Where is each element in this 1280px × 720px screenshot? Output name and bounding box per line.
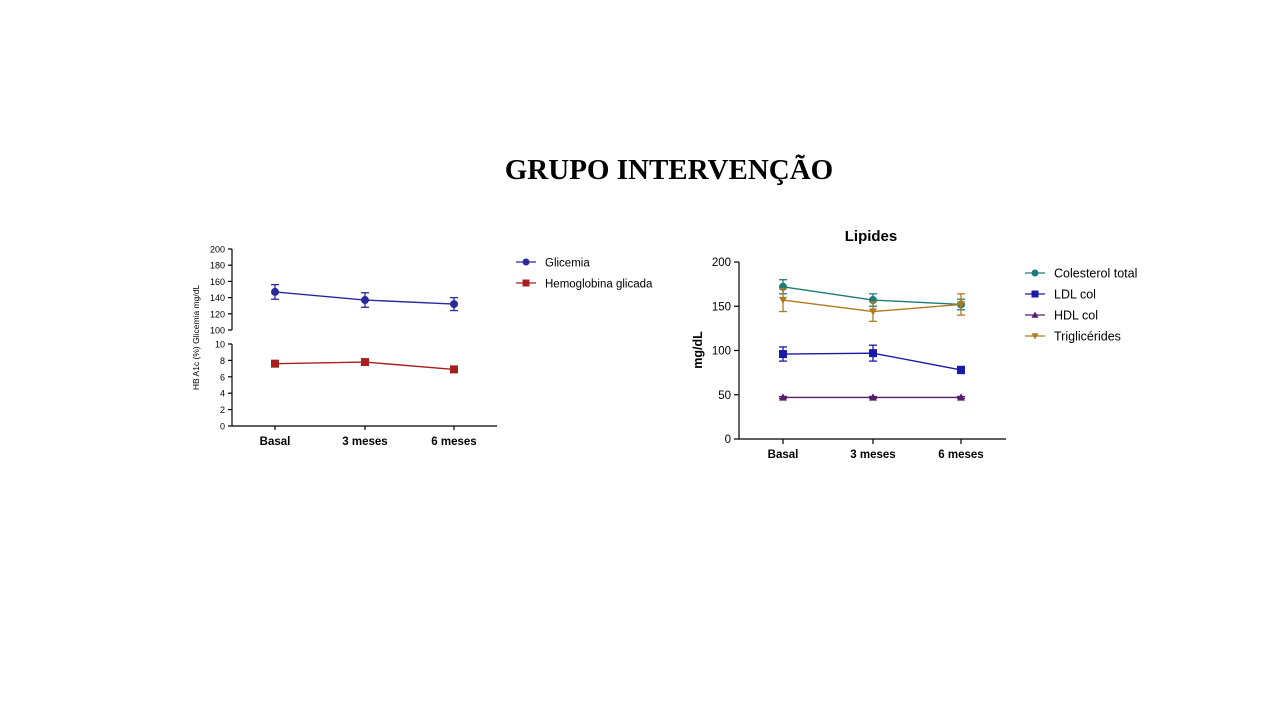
- legend-label-hemoglobina-glicada: Hemoglobina glicada: [545, 279, 653, 291]
- y-tick-label: 100: [712, 346, 731, 358]
- data-point-hdl-col: [957, 393, 965, 401]
- series-hdl-col: [779, 393, 965, 401]
- x-tick-label: 3 meses: [342, 436, 387, 448]
- data-point-hdl-col: [869, 393, 877, 401]
- data-point-triglicerides: [957, 301, 965, 309]
- data-point-hemoglobina-glicada: [271, 359, 279, 368]
- y-tick-label: 8: [220, 356, 225, 366]
- legend-marker-hdl-col: [1031, 311, 1039, 318]
- y-tick-label: 4: [220, 389, 225, 399]
- y-tick-label: 10: [215, 340, 225, 350]
- y-axis-label: HB A1c (%) Glicemia mg/dL: [191, 285, 201, 391]
- data-point-hemoglobina-glicada: [450, 365, 458, 374]
- series-colesterol-total: [779, 279, 965, 311]
- series-ldl-col: [779, 344, 965, 375]
- data-point-hemoglobina-glicada: [361, 358, 369, 367]
- data-point-ldl-col: [779, 350, 787, 359]
- y-tick-label: 140: [210, 293, 225, 303]
- y-tick-label: 6: [220, 372, 225, 382]
- data-point-hdl-col: [779, 393, 787, 401]
- y-tick-label: 0: [725, 434, 731, 446]
- x-tick-label: 6 meses: [431, 436, 476, 448]
- legend-label-triglicerides: Triglicérides: [1054, 330, 1121, 344]
- y-tick-label: 180: [210, 261, 225, 271]
- legend-marker-triglicerides: [1031, 333, 1039, 340]
- legend-marker-glicemia: [522, 258, 530, 266]
- legend-marker-colesterol-total: [1031, 269, 1039, 277]
- y-tick-label: 120: [210, 309, 225, 319]
- y-tick-label: 2: [220, 405, 225, 415]
- y-axis-label: mg/dL: [691, 331, 705, 369]
- y-tick-label: 160: [210, 277, 225, 287]
- series-triglicerides: [779, 287, 965, 322]
- x-tick-label: 3 meses: [850, 449, 895, 461]
- y-tick-label: 200: [712, 257, 731, 269]
- x-tick-label: Basal: [260, 436, 291, 448]
- legend-label-colesterol-total: Colesterol total: [1054, 267, 1137, 281]
- data-point-triglicerides: [779, 296, 787, 305]
- y-tick-label: 200: [210, 245, 225, 255]
- legend-label-hdl-col: HDL col: [1054, 309, 1098, 323]
- glicemia-hba1c-chart: 100 120 140 160 180 200 0 2 4 6 8 10 Basal 3 meses 6 m…: [191, 245, 653, 449]
- data-point-triglicerides: [869, 308, 877, 316]
- data-point-glicemia: [271, 287, 279, 296]
- legend-label-glicemia: Glicemia: [545, 258, 590, 270]
- legend-marker-ldl-col: [1031, 290, 1039, 298]
- y-tick-label: 0: [220, 422, 225, 432]
- legend-label-ldl-col: LDL col: [1054, 288, 1096, 302]
- series-hemoglobina-glicada: [271, 358, 458, 374]
- series-glicemia: [271, 283, 458, 312]
- y-tick-label: 100: [210, 326, 225, 336]
- legend-marker-hemoglobina-glicada: [522, 279, 530, 287]
- chart-title: Lipides: [845, 228, 898, 245]
- y-tick-label: 50: [718, 390, 731, 402]
- data-point-ldl-col: [957, 365, 965, 374]
- slide-title: GRUPO INTERVENÇÃO: [504, 154, 834, 186]
- data-point-glicemia: [361, 296, 369, 305]
- lipides-chart: Lipides 0 50 100 150 200 Basal 3 meses 6 meses mg…: [691, 228, 1137, 461]
- data-point-ldl-col: [869, 349, 877, 358]
- x-tick-label: 6 meses: [938, 449, 983, 461]
- y-tick-label: 150: [712, 301, 731, 313]
- x-tick-label: Basal: [768, 449, 799, 461]
- data-point-glicemia: [450, 300, 458, 309]
